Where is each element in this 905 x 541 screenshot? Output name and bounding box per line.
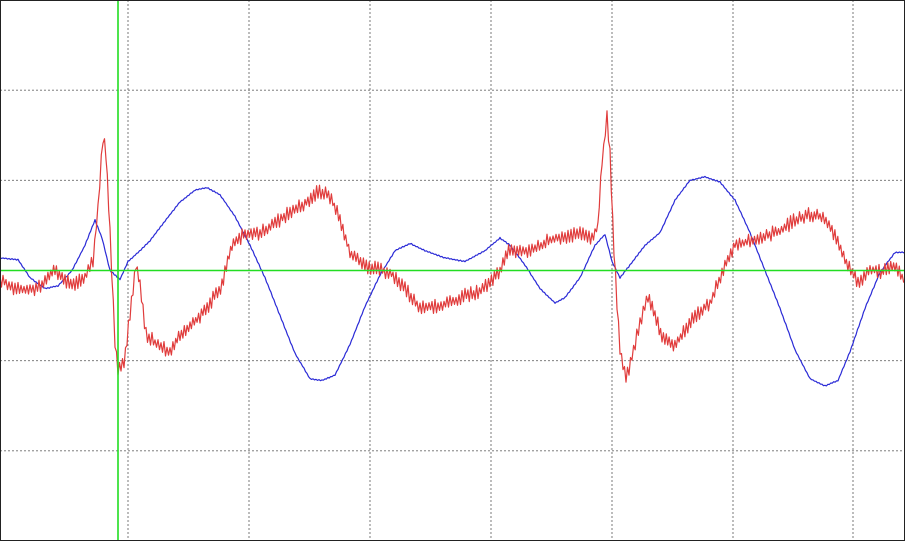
series-layer xyxy=(0,110,905,387)
series-line-blue xyxy=(0,175,905,387)
series-line-red xyxy=(0,110,905,383)
